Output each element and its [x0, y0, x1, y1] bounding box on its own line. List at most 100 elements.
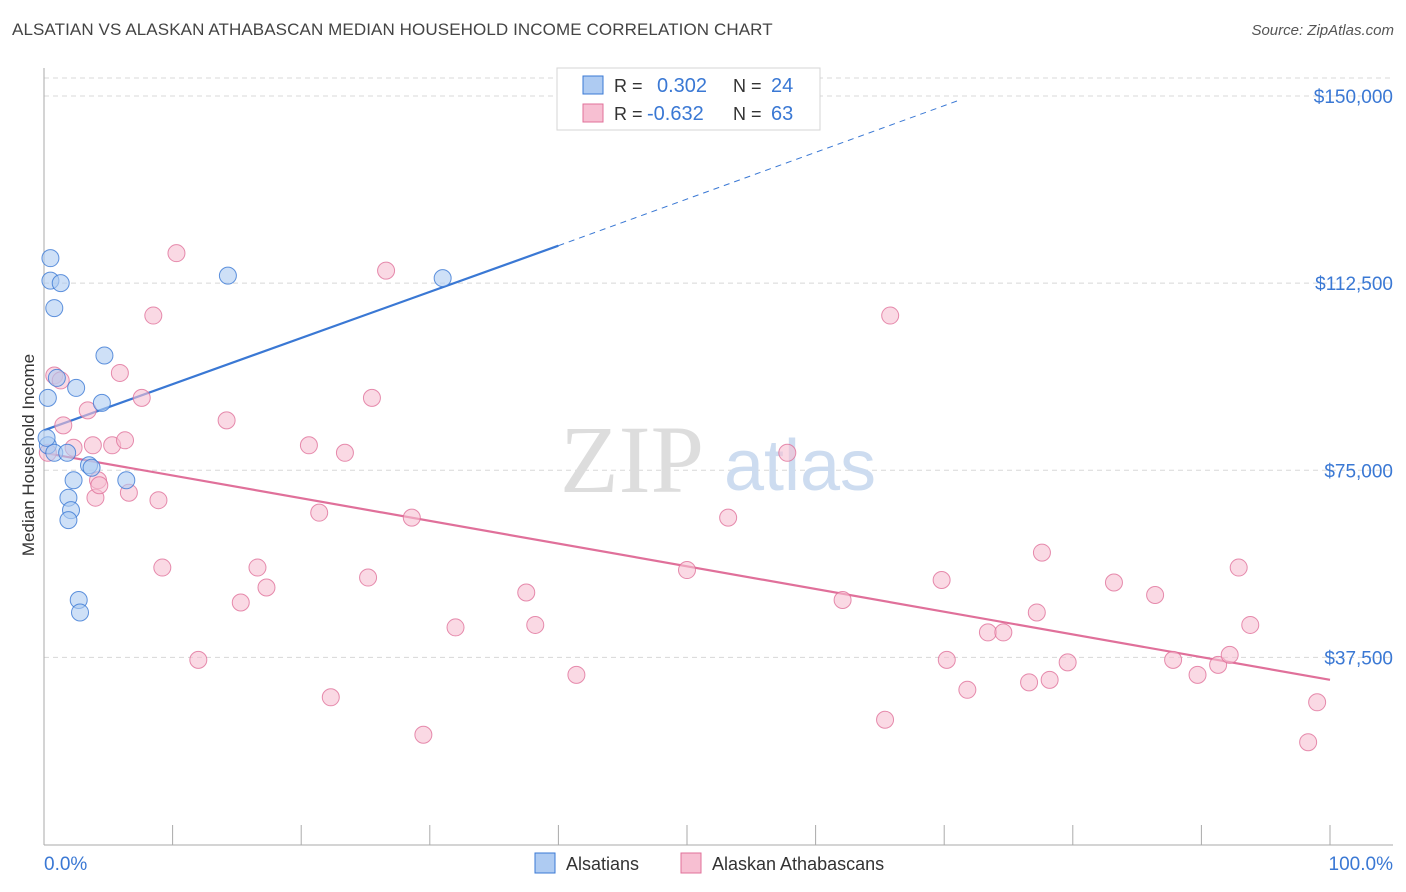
x-tick-label-max: 100.0% — [1329, 854, 1394, 875]
point-athabascans — [567, 665, 586, 684]
x-tick-label-min: 0.0% — [44, 854, 87, 875]
point-athabascans — [78, 401, 97, 420]
point-athabascans — [144, 306, 163, 325]
stats-r-label-pink: R = — [614, 104, 643, 124]
point-athabascans — [359, 568, 378, 587]
point-alsatians — [38, 388, 57, 407]
point-alsatians — [117, 471, 136, 490]
point-athabascans — [116, 431, 135, 450]
point-athabascans — [1032, 543, 1051, 562]
point-athabascans — [299, 436, 318, 455]
stats-swatch-blue — [582, 75, 604, 95]
legend-label-alsatians: Alsatians — [566, 854, 639, 874]
y-tick-label: $150,000 — [1314, 87, 1393, 108]
trend-line-alsatians-extension — [558, 100, 958, 247]
point-athabascans — [778, 443, 797, 462]
point-athabascans — [189, 650, 208, 669]
y-tick-label: $37,500 — [1324, 648, 1393, 669]
point-athabascans — [83, 436, 102, 455]
point-athabascans — [1308, 693, 1327, 712]
point-alsatians — [64, 471, 83, 490]
point-athabascans — [1241, 615, 1260, 634]
point-athabascans — [1027, 603, 1046, 622]
point-athabascans — [932, 571, 951, 590]
point-athabascans — [248, 558, 267, 577]
point-athabascans — [678, 561, 696, 580]
point-athabascans — [414, 725, 433, 744]
stats-legend: R = 0.302 N = 24 R = -0.632 N = 63 — [556, 67, 821, 131]
series-legend: Alsatians Alaskan Athabascans — [534, 852, 884, 874]
point-alsatians — [67, 378, 86, 397]
point-athabascans — [362, 388, 381, 407]
point-athabascans — [1146, 586, 1165, 604]
point-athabascans — [321, 688, 340, 707]
point-alsatians — [71, 603, 90, 622]
stats-n-label-blue: N = — [733, 76, 762, 96]
point-athabascans — [1058, 653, 1077, 672]
point-athabascans — [132, 388, 151, 407]
point-athabascans — [1299, 733, 1318, 752]
point-athabascans — [1164, 650, 1183, 669]
point-athabascans — [1020, 673, 1039, 692]
y-axis-label: Median Household Income — [19, 354, 38, 556]
point-athabascans — [937, 650, 956, 669]
watermark-zip: ZIP — [560, 406, 704, 513]
trend-lines — [43, 100, 1331, 681]
point-alsatians — [58, 443, 77, 462]
point-athabascans — [1220, 645, 1239, 664]
legend-swatch-alsatians — [534, 852, 556, 874]
point-athabascans — [876, 710, 895, 729]
point-athabascans — [719, 508, 738, 527]
point-alsatians — [37, 428, 56, 447]
point-athabascans — [1104, 573, 1123, 592]
point-alsatians — [59, 511, 78, 530]
watermark: ZIP atlas — [560, 406, 876, 513]
point-athabascans — [446, 618, 465, 637]
watermark-atlas: atlas — [724, 426, 876, 506]
legend-label-athabascans: Alaskan Athabascans — [712, 854, 884, 874]
chart-title: ALSATIAN VS ALASKAN ATHABASCAN MEDIAN HO… — [12, 20, 773, 39]
point-athabascans — [54, 416, 73, 435]
point-athabascans — [110, 363, 129, 382]
point-alsatians — [47, 368, 66, 387]
point-alsatians — [433, 269, 452, 288]
legend-swatch-athabascans — [680, 852, 702, 874]
point-athabascans — [149, 491, 168, 510]
point-alsatians — [45, 299, 64, 318]
point-athabascans — [881, 306, 900, 325]
point-athabascans — [517, 583, 536, 602]
stats-r-label-blue: R = — [614, 76, 643, 96]
point-athabascans — [310, 503, 329, 522]
stats-n-value-blue: 24 — [771, 75, 793, 97]
point-athabascans — [90, 476, 109, 495]
point-athabascans — [994, 623, 1013, 642]
point-athabascans — [217, 411, 236, 430]
point-athabascans — [1188, 665, 1207, 684]
stats-n-value-pink: 63 — [771, 103, 793, 125]
stats-r-value-pink: -0.632 — [647, 103, 704, 125]
point-athabascans — [257, 578, 276, 597]
point-athabascans — [1229, 558, 1248, 577]
point-athabascans — [958, 680, 977, 699]
y-tick-label: $75,000 — [1324, 461, 1393, 482]
point-athabascans — [526, 615, 545, 634]
point-athabascans — [231, 593, 250, 612]
point-alsatians — [41, 249, 60, 268]
point-athabascans — [335, 443, 354, 462]
point-athabascans — [377, 261, 396, 280]
y-axis-label-group: Median Household Income — [19, 354, 38, 556]
point-alsatians — [92, 393, 111, 412]
trend-line-alsatians — [43, 244, 559, 432]
point-athabascans — [1209, 655, 1228, 674]
stats-n-label-pink: N = — [733, 104, 762, 124]
point-athabascans — [402, 508, 421, 527]
axes: 0.0% 100.0% — [43, 68, 1394, 875]
point-alsatians — [82, 458, 101, 477]
gridlines: $37,500 $75,000 $112,500 $150,000 — [44, 77, 1393, 669]
y-tick-label: $112,500 — [1315, 274, 1393, 295]
stats-r-value-blue: 0.302 — [657, 75, 707, 97]
data-points — [37, 244, 1327, 752]
point-alsatians — [218, 266, 237, 285]
point-athabascans — [153, 558, 172, 577]
